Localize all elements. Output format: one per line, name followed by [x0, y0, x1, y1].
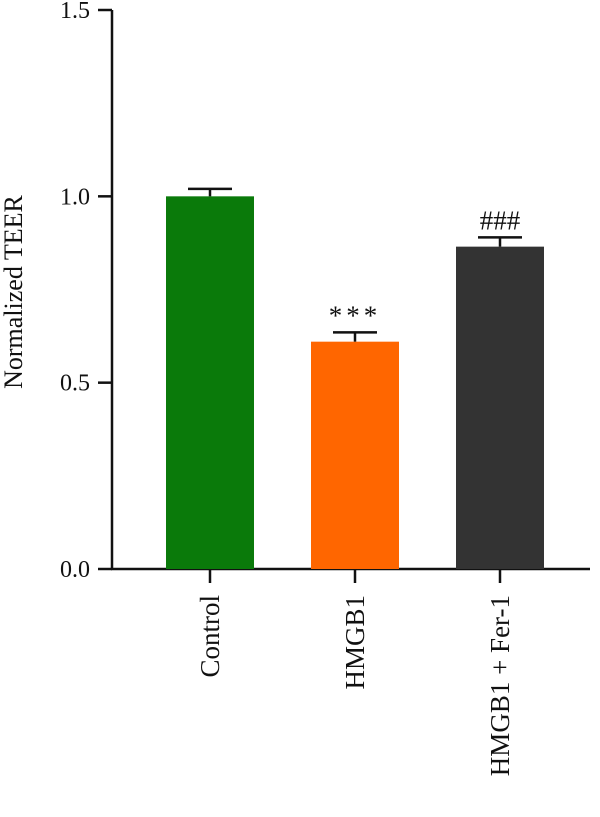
y-axis: 0.0 0.5 1.0 1.5 Normalized TEER: [0, 0, 114, 583]
x-tick-label: HMGB1: [340, 595, 370, 690]
significance-label: ***: [329, 300, 382, 330]
y-tick-label: 1.0: [60, 184, 90, 210]
x-axis: Control HMGB1 HMGB1 + Fer-1: [111, 567, 590, 776]
x-tick-label: HMGB1 + Fer-1: [485, 595, 515, 776]
y-axis-title: Normalized TEER: [0, 194, 28, 388]
y-tick-label: 0.0: [60, 557, 90, 583]
bars: *** ###: [166, 187, 544, 570]
y-tick-label: 1.5: [60, 0, 90, 24]
y-ticks: 0.0 0.5 1.0 1.5: [60, 0, 112, 583]
bar-3: [456, 246, 544, 570]
y-tick-label: 0.5: [60, 371, 90, 397]
x-tick-label: Control: [195, 595, 225, 678]
significance-label: ###: [480, 205, 521, 235]
bar-1: [166, 196, 254, 570]
x-ticks: Control HMGB1 HMGB1 + Fer-1: [195, 569, 515, 776]
bar-2: [311, 341, 399, 569]
